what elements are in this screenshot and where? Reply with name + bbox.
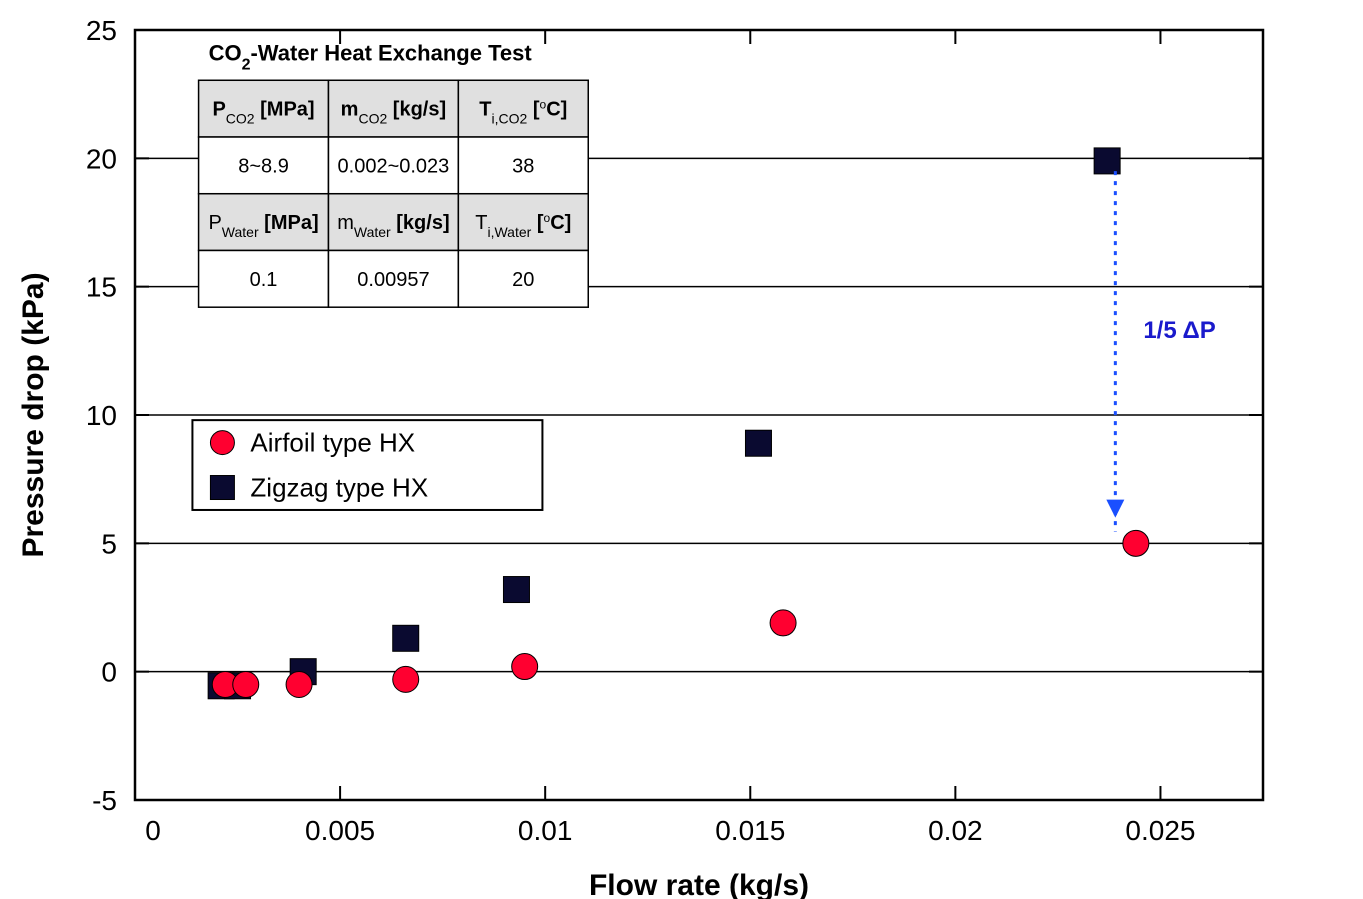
table-data-cell: 8~8.9: [238, 155, 289, 177]
scatter-chart: 0 0.005 0.01 0.015 0.02 0.025 -5 0 5 10 15 20 25 Flow…: [0, 0, 1363, 899]
legend-marker-square: [210, 476, 234, 500]
table-data-cell: 0.00957: [357, 269, 429, 291]
data-point-circle: [1123, 530, 1149, 556]
data-point-circle: [286, 672, 312, 698]
data-point-circle: [393, 666, 419, 692]
x-tick-label: 0.015: [715, 815, 785, 846]
y-tick-label: 5: [101, 528, 117, 559]
y-tick-label: 10: [86, 400, 117, 431]
legend-marker-circle: [210, 431, 234, 455]
data-point-square: [745, 430, 771, 456]
data-point-circle: [512, 654, 538, 680]
table-data-cell: 0.1: [250, 269, 278, 291]
annotation-text: 1/5 ΔP: [1143, 317, 1215, 344]
data-point-square: [393, 625, 419, 651]
x-axis-label: Flow rate (kg/s): [589, 869, 809, 899]
data-point-circle: [233, 672, 259, 698]
y-tick-label: 25: [86, 15, 117, 46]
legend-label: Airfoil type HX: [250, 428, 415, 458]
legend-label: Zigzag type HX: [250, 473, 428, 503]
x-tick-label: 0.025: [1125, 815, 1195, 846]
y-tick-label: -5: [92, 785, 117, 816]
y-tick-label: 0: [101, 657, 117, 688]
table-data-cell: 0.002~0.023: [338, 155, 450, 177]
y-axis-label: Pressure drop (kPa): [17, 272, 50, 557]
chart-container: 0 0.005 0.01 0.015 0.02 0.025 -5 0 5 10 15 20 25 Flow…: [0, 0, 1363, 899]
x-tick-label: 0.02: [928, 815, 983, 846]
table-data-cell: 38: [512, 155, 534, 177]
x-tick-label: 0: [145, 815, 161, 846]
table-data-cell: 20: [512, 269, 534, 291]
data-point-circle: [770, 610, 796, 636]
data-point-square: [1094, 148, 1120, 174]
data-point-square: [503, 577, 529, 603]
table-cell: [458, 80, 588, 137]
y-tick-label: 15: [86, 272, 117, 303]
y-tick-label: 20: [86, 143, 117, 174]
x-tick-label: 0.005: [305, 815, 375, 846]
x-tick-label: 0.01: [518, 815, 573, 846]
